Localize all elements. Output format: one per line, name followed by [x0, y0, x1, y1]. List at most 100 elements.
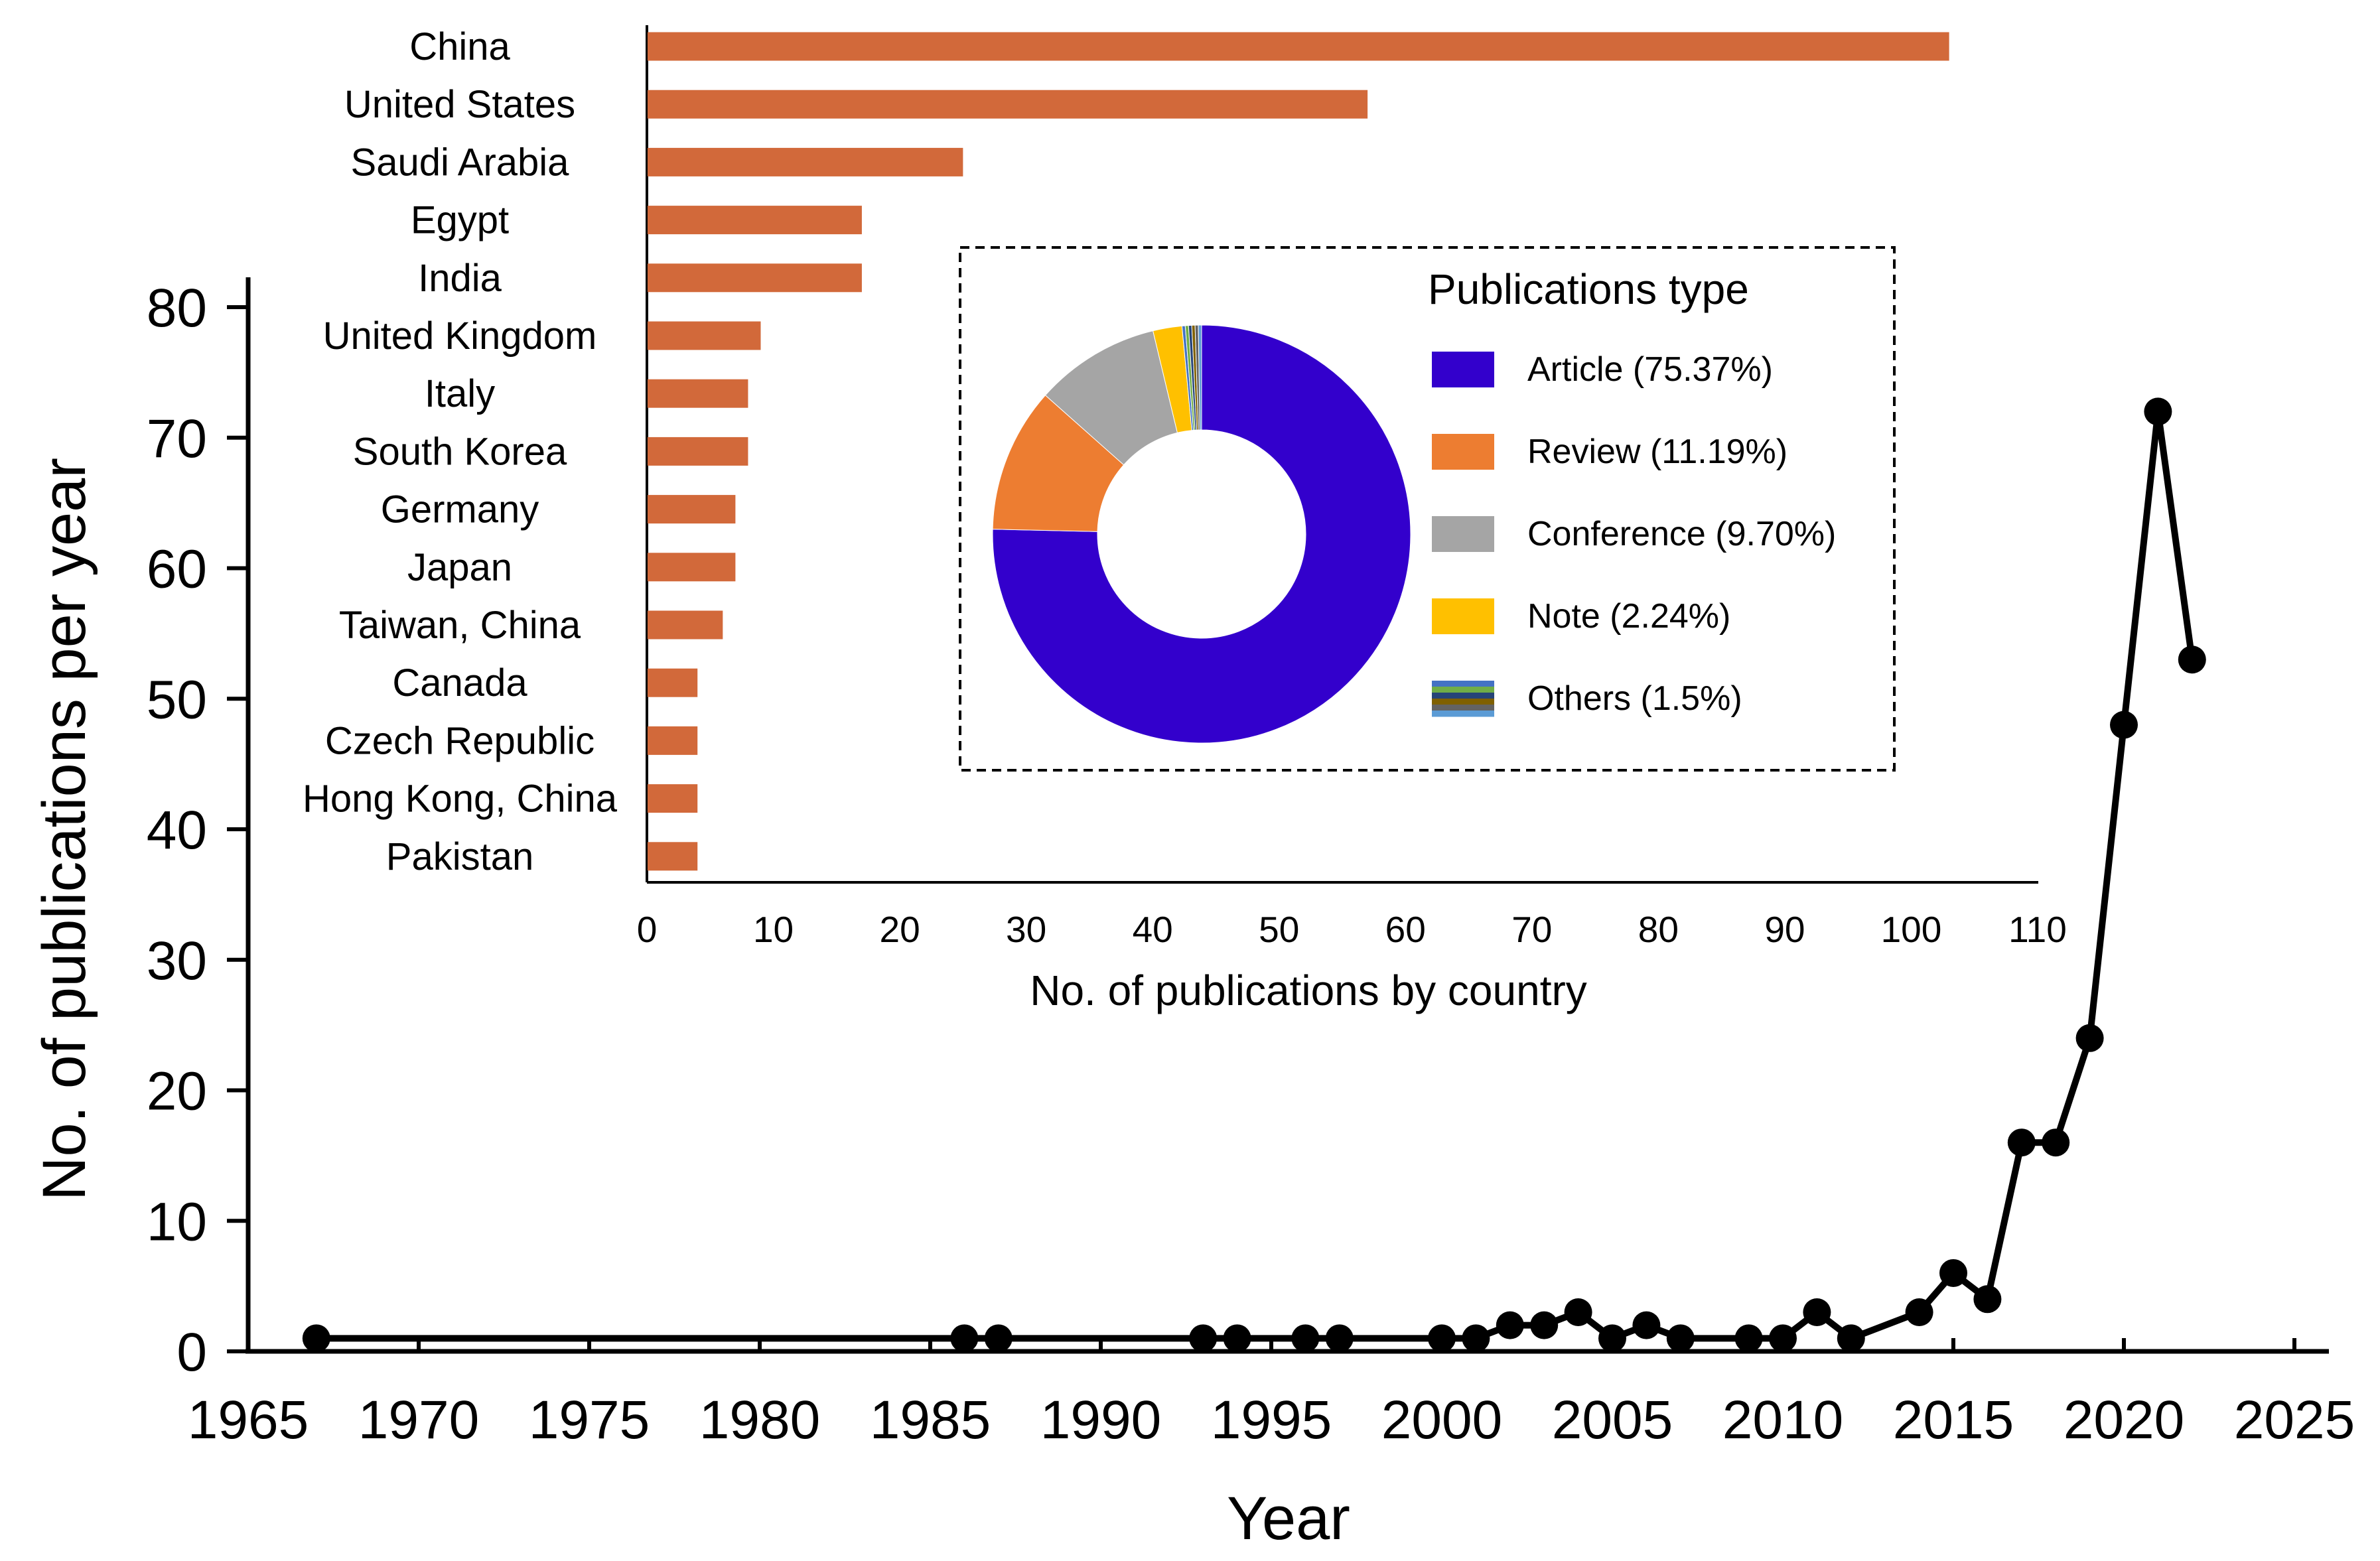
y-tick-label: 40 [147, 800, 207, 860]
y-tick-label: 0 [176, 1322, 207, 1383]
bar-category-label: Germany [381, 488, 539, 531]
bar [648, 784, 698, 813]
legend-swatch [1432, 699, 1494, 705]
legend-swatch [1432, 598, 1494, 634]
data-point [1189, 1324, 1218, 1353]
data-point [1837, 1324, 1865, 1353]
x-tick-label: 1965 [188, 1390, 309, 1450]
donut-slice [992, 324, 1411, 744]
bar [648, 553, 736, 582]
legend-swatch [1432, 681, 1494, 687]
bar-x-tick-label: 70 [1511, 909, 1552, 950]
bar-category-label: India [418, 257, 502, 300]
bar-x-tick-label: 50 [1259, 909, 1299, 950]
bar-x-tick-label: 60 [1385, 909, 1426, 950]
bar-x-tick-label: 100 [1881, 909, 1942, 950]
legend-label: Review (11.19%) [1527, 433, 1787, 471]
bar-category-label: China [409, 25, 510, 68]
x-tick-label: 2000 [1381, 1390, 1502, 1450]
data-point [1462, 1324, 1490, 1353]
y-axis-title: No. of publications per year [31, 458, 98, 1201]
x-tick-label: 2020 [2064, 1390, 2184, 1450]
y-tick-label: 30 [147, 931, 207, 991]
legend-swatch [1432, 711, 1494, 717]
donut-slice [1198, 324, 1202, 431]
legend-swatch [1432, 516, 1494, 552]
data-point [1496, 1311, 1524, 1339]
x-tick-label: 2005 [1552, 1390, 1673, 1450]
legend-swatch [1432, 352, 1494, 387]
x-tick-label: 2025 [2234, 1390, 2355, 1450]
y-tick-label: 50 [147, 669, 207, 730]
bar [648, 610, 723, 640]
series-line [316, 408, 2196, 1342]
bar-category-label: Saudi Arabia [351, 141, 570, 184]
x-axis-title: Year [1227, 1485, 1350, 1552]
bar-x-tick-label: 90 [1764, 909, 1805, 950]
bar [648, 147, 963, 176]
x-tick-label: 1995 [1211, 1390, 1332, 1450]
bar-category-label: Taiwan, China [339, 604, 581, 647]
data-point [2144, 397, 2172, 426]
legend-label: Others (1.5%) [1527, 679, 1742, 718]
data-point [2178, 645, 2206, 674]
bar-x-tick-label: 110 [2008, 909, 2067, 950]
legend-title: Publications type [1428, 265, 1749, 313]
data-point [1973, 1285, 2002, 1314]
x-tick-label: 2010 [1722, 1390, 1843, 1450]
y-tick-label: 10 [147, 1191, 207, 1252]
bar-category-label: Hong Kong, China [303, 778, 618, 821]
data-point [950, 1324, 979, 1353]
data-point [1291, 1324, 1320, 1353]
bar [648, 379, 748, 408]
data-point [984, 1324, 1013, 1353]
legend-swatch [1432, 687, 1494, 693]
y-tick-label: 60 [147, 539, 207, 600]
bar-category-label: Canada [392, 661, 527, 705]
legend-swatch [1432, 434, 1494, 470]
x-tick-label: 1985 [870, 1390, 991, 1450]
data-point [2007, 1128, 2036, 1157]
data-point [302, 1324, 330, 1353]
bar-category-label: United States [344, 83, 575, 126]
bar-category-label: Pakistan [386, 835, 533, 878]
x-tick-label: 2015 [1893, 1390, 2014, 1450]
y-tick-label: 70 [147, 409, 207, 469]
data-point [2042, 1128, 2070, 1157]
y-tick-label: 80 [147, 278, 207, 338]
data-point [1666, 1324, 1695, 1353]
data-point [1325, 1324, 1354, 1353]
bar-category-label: South Korea [353, 430, 567, 473]
bar-category-label: Egypt [411, 199, 509, 242]
legend-swatch [1432, 705, 1494, 711]
data-point [1223, 1324, 1251, 1353]
legend-swatch [1432, 693, 1494, 699]
bar-category-label: Japan [407, 546, 512, 589]
bar-category-label: Italy [425, 372, 495, 415]
bar [648, 263, 862, 293]
bar [648, 495, 736, 524]
bar-x-tick-label: 80 [1638, 909, 1679, 950]
legend-label: Conference (9.70%) [1527, 515, 1836, 553]
data-point [1803, 1298, 1831, 1326]
data-point [1769, 1324, 1797, 1353]
data-point [2075, 1024, 2104, 1052]
bar-x-tick-label: 10 [753, 909, 794, 950]
data-point [1905, 1298, 1933, 1326]
x-tick-label: 1990 [1040, 1390, 1161, 1450]
bar-x-axis-title: No. of publications by country [1030, 967, 1587, 1014]
x-tick-label: 1975 [529, 1390, 650, 1450]
bar [648, 90, 1368, 119]
bar-category-label: United Kingdom [323, 314, 597, 358]
data-point [1564, 1298, 1592, 1326]
bar [648, 32, 1949, 61]
bar-category-label: Czech Republic [325, 719, 595, 762]
bar [648, 726, 698, 755]
bar [648, 668, 698, 697]
bar [648, 321, 761, 350]
x-tick-label: 1970 [358, 1390, 479, 1450]
bar-x-tick-label: 0 [637, 909, 658, 950]
legend-label: Article (75.37%) [1527, 350, 1773, 389]
data-point [1530, 1311, 1559, 1339]
